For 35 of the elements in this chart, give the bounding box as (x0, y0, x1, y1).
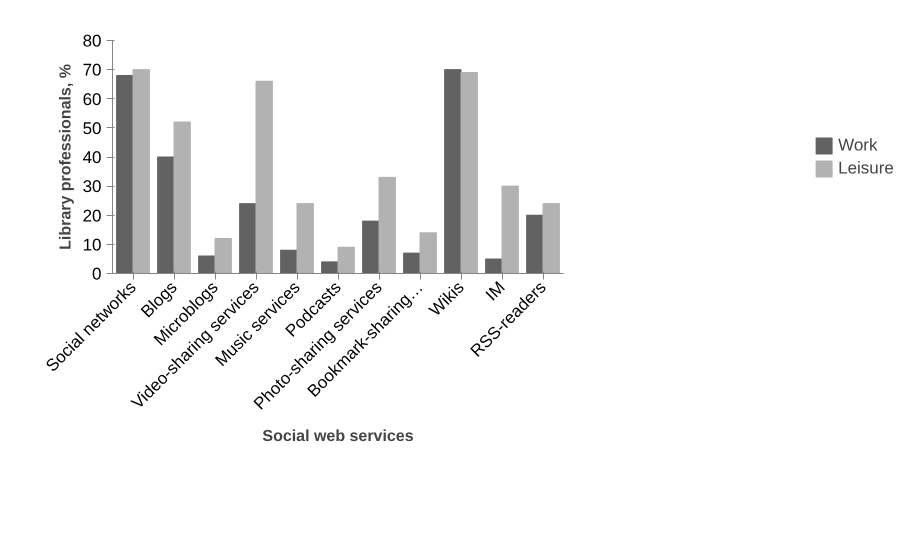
y-tick-label: 80 (82, 32, 102, 50)
y-tick-label: 60 (82, 90, 102, 109)
legend-label: Work (838, 135, 878, 155)
bar (485, 258, 502, 274)
bar (502, 186, 519, 274)
bar (420, 232, 437, 274)
bar (338, 246, 355, 274)
bar (362, 220, 380, 274)
bar (116, 74, 134, 274)
x-axis-title: Social web services (262, 428, 414, 446)
legend-label: Leisure (838, 158, 894, 178)
bar (542, 203, 560, 274)
y-tick-label: 10 (82, 235, 102, 254)
bar (526, 214, 544, 274)
bar (296, 203, 314, 274)
bar (239, 203, 256, 274)
bar (460, 72, 478, 274)
bar (321, 261, 338, 274)
bar (198, 256, 216, 274)
y-tick-label: 30 (82, 177, 102, 196)
bar (444, 69, 462, 274)
bar (174, 122, 191, 274)
y-tick-label: 20 (82, 206, 102, 226)
bar (132, 69, 150, 274)
bar (378, 176, 396, 274)
bar (256, 80, 273, 274)
bar (157, 156, 174, 274)
y-tick-label: 40 (82, 148, 102, 167)
y-tick-label: 50 (82, 118, 102, 138)
y-axis-title: Library professionals, % (58, 64, 75, 250)
bar (280, 250, 298, 274)
y-tick-label: 70 (82, 60, 102, 80)
bar (403, 252, 420, 274)
bar (214, 238, 232, 274)
y-tick-label: 0 (92, 264, 102, 284)
